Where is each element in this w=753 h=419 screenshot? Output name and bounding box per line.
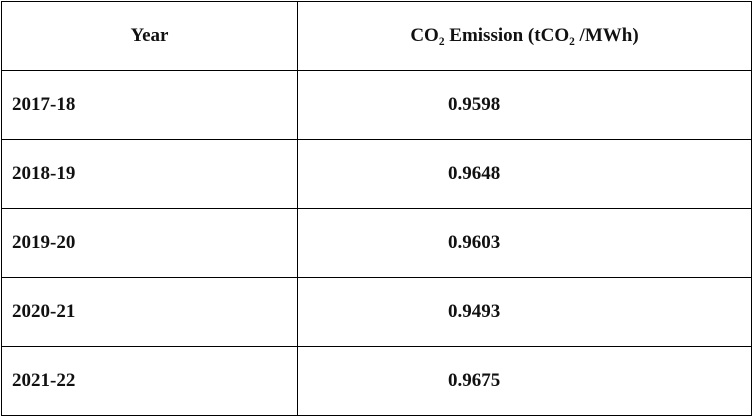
- value-cell: 0.9493: [297, 277, 752, 347]
- header-row: Year CO₂ Emission (tCO₂ /MWh): [1, 1, 752, 71]
- table-row: 2021-22 0.9675: [1, 346, 752, 416]
- year-cell: 2017-18: [1, 70, 298, 140]
- table-row: 2018-19 0.9648: [1, 139, 752, 209]
- year-cell: 2021-22: [1, 346, 298, 416]
- year-cell: 2018-19: [1, 139, 298, 209]
- table-row: 2017-18 0.9598: [1, 70, 752, 140]
- header-cell: CO₂ Emission (tCO₂ /MWh): [297, 1, 752, 71]
- value-cell: 0.9603: [297, 208, 752, 278]
- table-row: 2020-21 0.9493: [1, 277, 752, 347]
- year-cell: 2019-20: [1, 208, 298, 278]
- value-cell: 0.9675: [297, 346, 752, 416]
- table-row: 2019-20 0.9603: [1, 208, 752, 278]
- header-cell: Year: [1, 1, 298, 71]
- value-cell: 0.9648: [297, 139, 752, 209]
- year-cell: 2020-21: [1, 277, 298, 347]
- table-body: 2017-18 0.9598 2018-19 0.9648 2019-20 0.9603 2…: [1, 70, 752, 416]
- value-cell: 0.9598: [297, 70, 752, 140]
